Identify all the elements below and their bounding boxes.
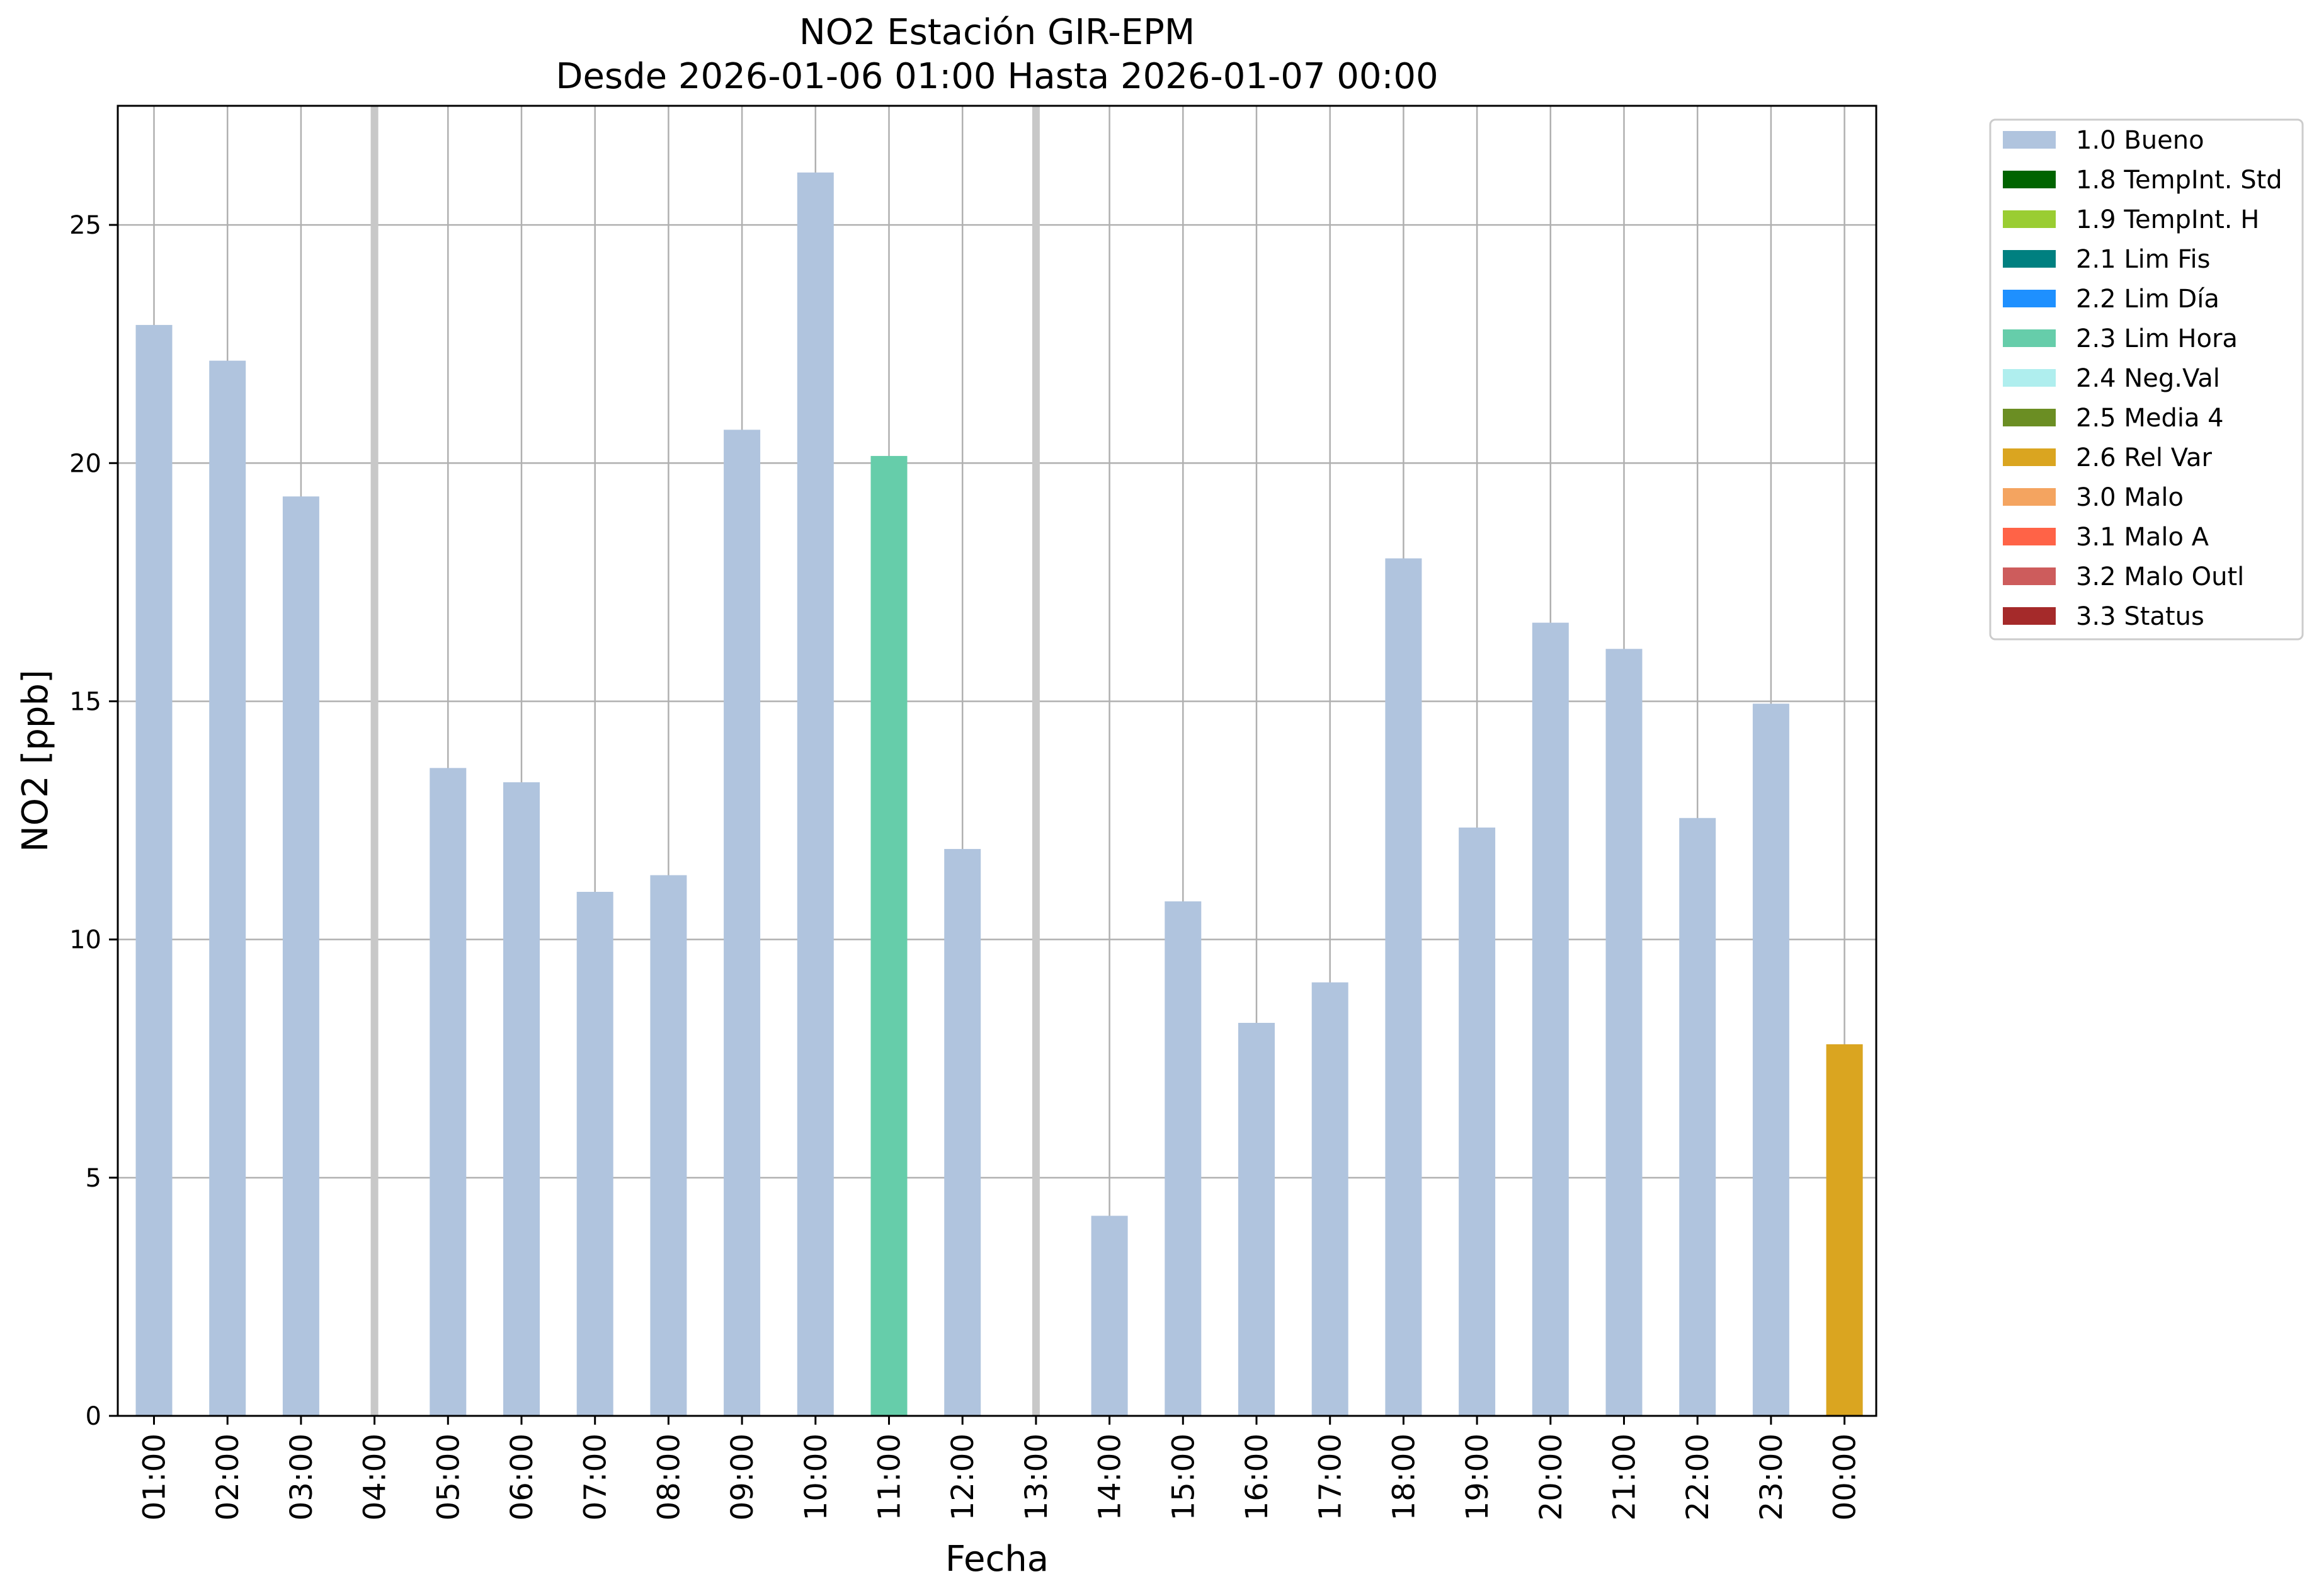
legend-swatch [2003, 369, 2056, 387]
bar-0100 [135, 324, 173, 1416]
bar-1500 [1165, 901, 1202, 1416]
bar-0900 [724, 430, 761, 1416]
bar-1400 [1091, 1216, 1128, 1416]
missing-data-markers [370, 106, 1040, 1416]
bar-2000 [1532, 622, 1569, 1416]
x-tick-label: 07:00 [578, 1434, 613, 1520]
bar-0200 [209, 360, 246, 1416]
legend-swatch [2003, 607, 2056, 625]
x-tick-label: 12:00 [945, 1434, 981, 1520]
legend-label: 3.2 Malo Outl [2076, 562, 2244, 591]
legend-label: 1.9 TempInt. H [2076, 205, 2259, 234]
legend-label: 2.4 Neg.Val [2076, 364, 2220, 393]
legend-swatch [2003, 210, 2056, 228]
legend-swatch [2003, 488, 2056, 506]
legend-label: 3.3 Status [2076, 602, 2204, 631]
bar-2200 [1679, 818, 1716, 1416]
x-tick-label: 03:00 [284, 1434, 319, 1520]
x-tick-label: 14:00 [1093, 1434, 1128, 1520]
y-tick-label: 15 [69, 687, 101, 716]
bar-0300 [282, 496, 319, 1416]
bar-1700 [1311, 982, 1348, 1416]
legend-label: 1.0 Bueno [2076, 126, 2204, 155]
x-tick-label: 04:00 [358, 1434, 393, 1520]
y-tick-label: 5 [86, 1164, 101, 1193]
bar-1200 [944, 848, 981, 1416]
x-tick-label: 20:00 [1534, 1434, 1569, 1520]
x-tick-label: 19:00 [1460, 1434, 1495, 1520]
legend: 1.0 Bueno 1.8 TempInt. Std 1.9 TempInt. H 2… [1989, 118, 2304, 641]
bars [135, 172, 1863, 1416]
x-axis-label: Fecha [945, 1539, 1049, 1580]
y-tick-label: 20 [69, 449, 101, 478]
bar-0500 [430, 768, 467, 1416]
legend-swatch [2003, 409, 2056, 426]
x-tick-label: 23:00 [1754, 1434, 1789, 1520]
bar-0700 [576, 892, 613, 1416]
y-tick-label: 25 [69, 211, 101, 240]
legend-swatch [2003, 290, 2056, 307]
y-tick-label: 10 [69, 926, 101, 955]
x-tick-label: 11:00 [872, 1434, 908, 1520]
legend-label: 1.8 TempInt. Std [2076, 166, 2282, 195]
legend-swatch [2003, 448, 2056, 466]
legend-items: 1.0 Bueno 1.8 TempInt. Std 1.9 TempInt. H 2… [2003, 126, 2282, 631]
x-tick-label: 16:00 [1239, 1434, 1275, 1520]
bar-1800 [1385, 558, 1422, 1416]
legend-label: 2.6 Rel Var [2076, 443, 2213, 472]
bar-0600 [503, 782, 540, 1416]
x-tick-label: 17:00 [1313, 1434, 1348, 1520]
legend-swatch [2003, 567, 2056, 585]
x-tick-label: 15:00 [1166, 1434, 1201, 1520]
legend-label: 2.5 Media 4 [2076, 404, 2224, 433]
legend-swatch [2003, 171, 2056, 188]
bar-1100 [870, 455, 908, 1416]
missing-data-marker [1032, 106, 1040, 1416]
axis-ticks: 0 5 10 15 20 25 01:00 02:00 03:00 04:00 05:00 06:00… [69, 211, 1863, 1520]
bar-2300 [1752, 704, 1789, 1416]
bar-0000 [1826, 1044, 1863, 1416]
legend-swatch [2003, 250, 2056, 268]
x-tick-label: 08:00 [651, 1434, 687, 1520]
legend-swatch [2003, 131, 2056, 149]
legend-swatch [2003, 329, 2056, 347]
x-tick-label: 02:00 [210, 1434, 246, 1520]
legend-frame [1989, 118, 2304, 641]
bar-0800 [650, 875, 687, 1416]
plot-area-frame [117, 105, 1877, 1417]
bar-1600 [1238, 1023, 1275, 1416]
legend-label: 3.0 Malo [2076, 483, 2184, 512]
x-tick-label: 05:00 [431, 1434, 466, 1520]
legend-swatch [2003, 528, 2056, 545]
missing-data-marker [370, 106, 379, 1416]
x-tick-label: 13:00 [1019, 1434, 1054, 1520]
legend-label: 2.3 Lim Hora [2076, 324, 2238, 353]
x-tick-label: 06:00 [504, 1434, 540, 1520]
y-tick-label: 0 [86, 1402, 101, 1431]
x-tick-label: 01:00 [137, 1434, 173, 1520]
x-tick-label: 22:00 [1680, 1434, 1716, 1520]
x-tick-label: 10:00 [799, 1434, 834, 1520]
legend-label: 3.1 Malo A [2076, 523, 2209, 552]
x-tick-label: 00:00 [1828, 1434, 1863, 1520]
legend-label: 2.1 Lim Fis [2076, 245, 2210, 274]
chart-subtitle: Desde 2026-01-06 01:00 Hasta 2026-01-07 … [556, 56, 1438, 97]
chart-title: NO2 Estación GIR-EPM [799, 12, 1195, 53]
legend-label: 2.2 Lim Día [2076, 285, 2219, 314]
bar-1900 [1459, 827, 1496, 1416]
bar-1000 [797, 172, 834, 1416]
y-axis-label: NO2 [ppb] [15, 670, 56, 852]
x-tick-label: 09:00 [725, 1434, 760, 1520]
bar-2100 [1605, 649, 1643, 1416]
x-tick-label: 18:00 [1386, 1434, 1422, 1520]
x-tick-label: 21:00 [1607, 1434, 1643, 1520]
